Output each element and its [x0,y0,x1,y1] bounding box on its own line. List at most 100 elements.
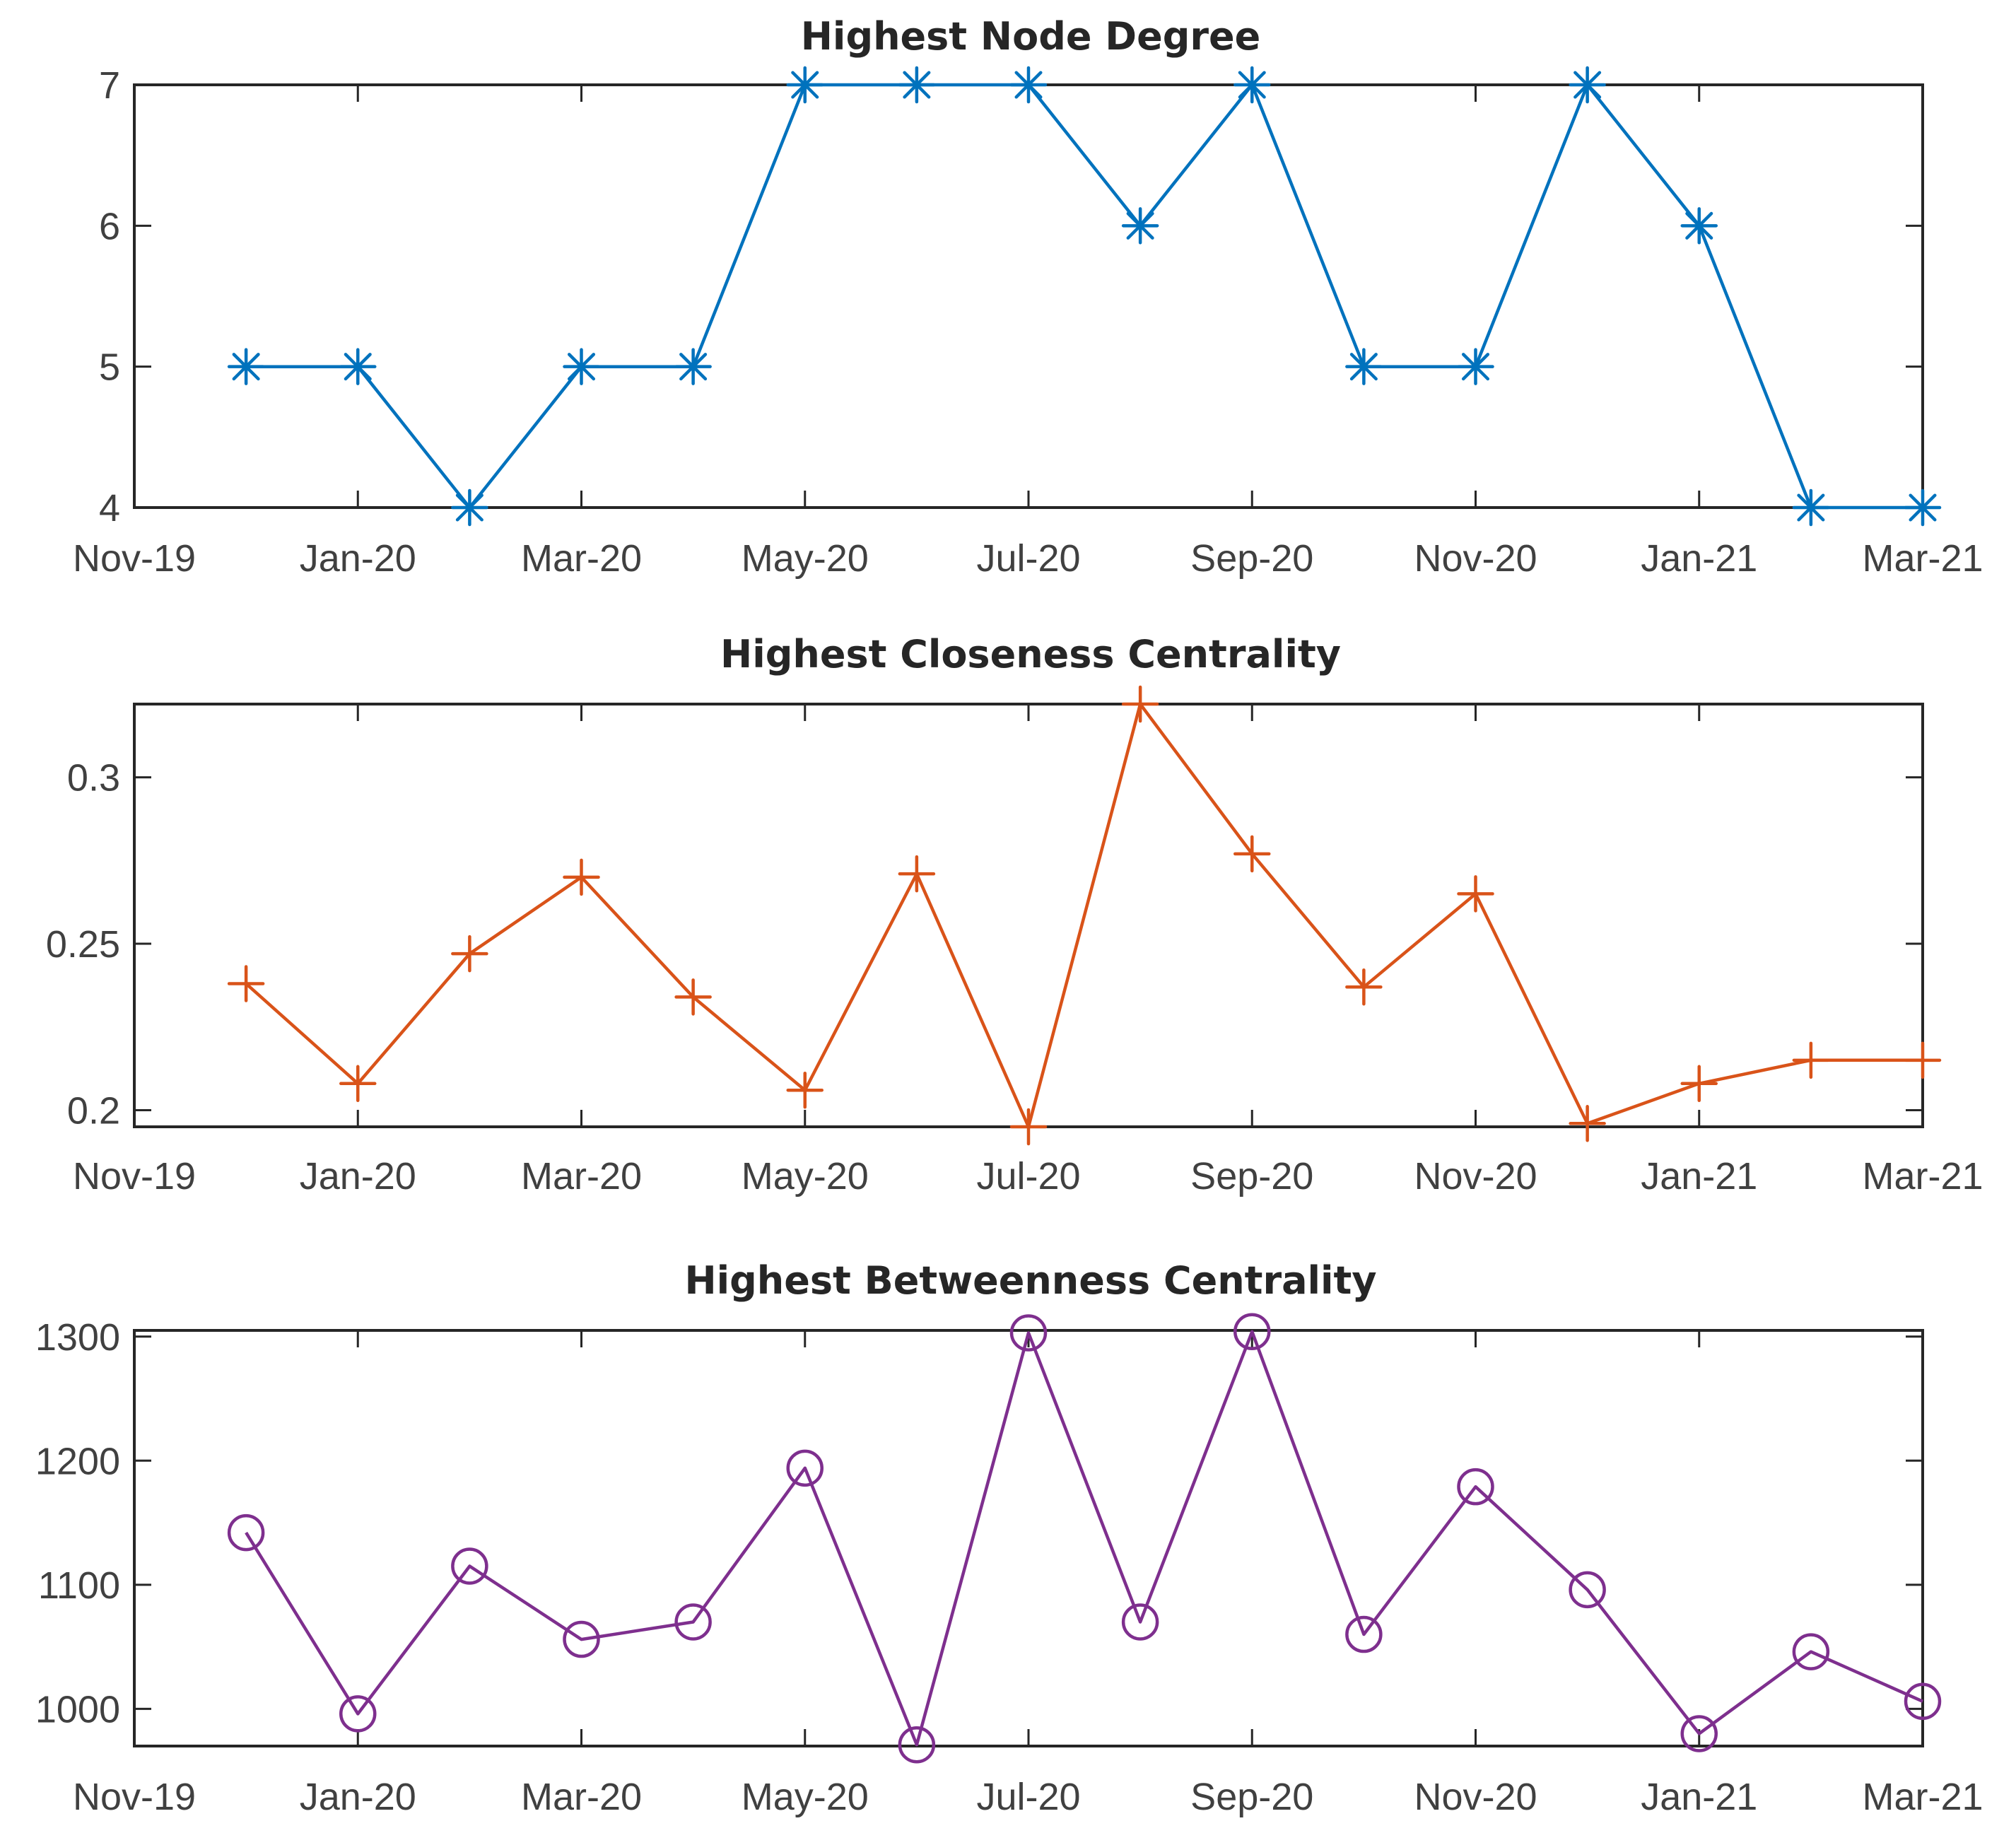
chart-title: Highest Closeness Centrality [720,632,1341,677]
y-ticks-2: 1000 1100 1200 1300 [35,1316,1923,1730]
x-ticks-1: Nov-19 Jan-20 Mar-20 May-20 Jul-20 Sep-20 Nov-… [73,704,1983,1197]
y-tick-label: 1200 [35,1440,120,1482]
x-tick-label: Sep-20 [1190,1776,1313,1818]
x-tick-label: Nov-20 [1414,1776,1537,1818]
data-point [1792,1633,1830,1670]
x-tick-label: Nov-19 [73,537,196,580]
data-point [674,978,712,1016]
x-tick-label: Sep-20 [1190,537,1313,580]
y-tick-label: 7 [99,64,120,107]
data-point [786,66,824,104]
data-point [1792,488,1830,527]
x-tick-label: Mar-20 [521,537,642,580]
x-tick-label: Jan-20 [300,1776,416,1818]
x-ticks-0: Nov-19 Jan-20 Mar-20 May-20 Jul-20 Sep-20 Nov-… [73,85,1983,580]
data-point [674,1603,712,1641]
series-line [245,1330,1923,1747]
series-line [245,702,1923,1129]
data-point [1569,1105,1606,1142]
data-point [1904,1041,1942,1079]
x-tick-label: Jan-20 [300,1155,416,1197]
data-point [339,348,377,385]
data-point [1904,488,1942,527]
data-point [227,965,265,1002]
x-tick-label: May-20 [742,1776,869,1818]
data-point [1345,968,1383,1006]
data-point [1680,207,1718,245]
data-point [563,858,600,896]
data-point [451,488,488,527]
x-tick-label: Mar-21 [1862,537,1983,580]
data-point [1569,1571,1606,1609]
data-point [339,1065,377,1103]
axes-box [133,1329,1924,1747]
data-point [1233,1313,1271,1351]
x-tick-label: Jul-20 [976,537,1080,580]
y-ticks-1: 0.2 0.25 0.3 [46,757,1923,1132]
x-tick-label: Mar-21 [1862,1155,1983,1197]
data-point [1680,1715,1718,1752]
y-tick-label: 1100 [38,1564,120,1607]
series-line [246,83,1923,510]
data-point [1457,875,1494,913]
y-tick-label: 1300 [35,1316,120,1359]
data-point [1569,66,1606,104]
data-point [1009,66,1048,104]
y-tick-label: 4 [99,487,120,529]
data-point [898,855,936,893]
series-closeness [227,685,1942,1146]
x-tick-label: May-20 [742,1155,869,1197]
data-point [1345,1615,1383,1653]
panel-closeness: Highest Closeness Centrality Nov-19 Jan-2… [46,632,1983,1197]
x-tick-label: Mar-20 [521,1776,642,1818]
data-point [674,348,712,385]
x-tick-label: Jan-20 [300,537,416,580]
data-point [451,935,488,973]
x-tick-label: May-20 [742,537,869,580]
data-point [1345,348,1383,385]
data-point [1121,1603,1159,1641]
x-tick-label: Mar-20 [521,1155,642,1197]
data-point [1904,1682,1942,1721]
x-tick-label: Mar-21 [1862,1776,1983,1818]
x-ticks-2: Nov-19 Jan-20 Mar-20 May-20 Jul-20 Sep-20 Nov-… [73,1330,1983,1818]
x-tick-label: Jan-21 [1641,1776,1757,1818]
x-tick-label: Jul-20 [976,1776,1080,1818]
y-tick-label: 0.3 [67,757,120,800]
data-point [451,1547,488,1585]
x-tick-label: Nov-20 [1414,537,1537,580]
panel-betweenness: Highest Betweenness Centrality Nov-19 Jan… [35,1258,1983,1818]
data-point [1457,348,1494,385]
x-tick-label: Jan-21 [1641,537,1757,580]
data-point [563,1620,600,1658]
y-tick-label: 1000 [35,1688,120,1730]
data-point [1121,207,1159,245]
chart-title: Highest Node Degree [801,14,1261,59]
series-betweenness [227,1313,1942,1764]
axes-box [133,83,1924,509]
y-tick-label: 0.25 [46,923,120,966]
data-point [1121,685,1159,723]
x-tick-label: Nov-19 [73,1776,196,1818]
data-point [1680,1065,1718,1103]
y-tick-label: 5 [99,346,120,389]
axes-box [133,703,1924,1128]
panel-node-degree: Highest Node Degree Nov-19 Jan-20 Mar-20 Ma… [73,14,1983,580]
data-point [339,1695,377,1733]
data-point [1233,835,1271,873]
data-point [1009,1314,1048,1352]
y-tick-label: 6 [99,205,120,247]
data-point [898,1726,936,1764]
x-tick-label: Nov-20 [1414,1155,1537,1197]
data-point [227,1513,265,1552]
x-tick-label: Nov-19 [73,1155,196,1197]
data-point [786,1449,824,1487]
x-tick-label: Jul-20 [976,1155,1080,1197]
data-point [1233,66,1271,104]
data-point [563,348,600,385]
data-point [227,348,265,385]
data-point [1792,1041,1830,1079]
data-point [898,66,936,104]
x-tick-label: Sep-20 [1190,1155,1313,1197]
